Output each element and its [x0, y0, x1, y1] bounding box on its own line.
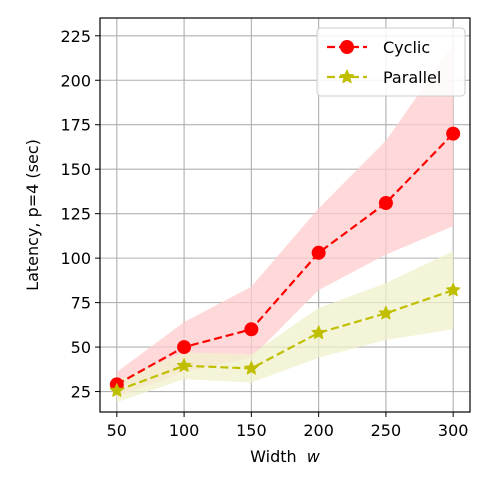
x-tick-label: 300	[438, 421, 469, 440]
x-tick-label: 50	[107, 421, 127, 440]
y-tick-label: 200	[60, 71, 91, 90]
y-tick-label: 25	[71, 383, 91, 402]
legend-label-cyclic: Cyclic	[383, 38, 430, 57]
x-axis-ticks: 50 100 150 200 250 300	[107, 412, 469, 440]
x-axis-label-variable: w	[307, 447, 321, 466]
point-parallel	[311, 325, 326, 340]
y-tick-label: 50	[71, 338, 91, 357]
point-parallel	[446, 282, 461, 297]
confidence-bands	[116, 44, 454, 403]
y-tick-label: 100	[60, 249, 91, 268]
x-axis-label: Width w	[250, 447, 321, 466]
x-tick-label: 250	[371, 421, 402, 440]
point-parallel	[244, 360, 259, 375]
plot-frame	[99, 17, 471, 413]
y-tick-label: 225	[60, 27, 91, 46]
point-cyclic	[446, 126, 461, 141]
series-markers	[109, 126, 461, 397]
series-lines	[116, 132, 454, 392]
legend-marker-cyclic	[340, 40, 354, 54]
y-axis-ticks: 25 50 75 100 125 150 175 200 225	[60, 27, 100, 402]
line-cyclic	[116, 132, 454, 386]
x-tick-label: 200	[303, 421, 334, 440]
x-axis-label-text: Width	[250, 447, 296, 466]
y-tick-label: 75	[71, 294, 91, 313]
legend: Cyclic Parallel	[316, 27, 466, 97]
point-parallel	[109, 383, 124, 397]
band-cyclic	[116, 44, 454, 397]
point-cyclic	[244, 322, 259, 337]
point-cyclic	[378, 195, 393, 210]
point-parallel	[378, 305, 394, 320]
x-tick-label: 150	[236, 421, 267, 440]
y-axis-label: Latency, p=4 (sec)	[23, 139, 42, 291]
y-tick-label: 175	[60, 116, 91, 135]
legend-marker-parallel	[339, 69, 355, 84]
point-cyclic	[177, 340, 192, 355]
band-parallel	[116, 251, 454, 403]
y-tick-label: 125	[60, 205, 91, 224]
legend-box	[316, 27, 466, 97]
legend-label-parallel: Parallel	[383, 68, 441, 87]
y-tick-label: 150	[60, 160, 91, 179]
x-tick-label: 100	[169, 421, 200, 440]
point-parallel	[176, 358, 192, 372]
point-cyclic	[311, 245, 326, 260]
